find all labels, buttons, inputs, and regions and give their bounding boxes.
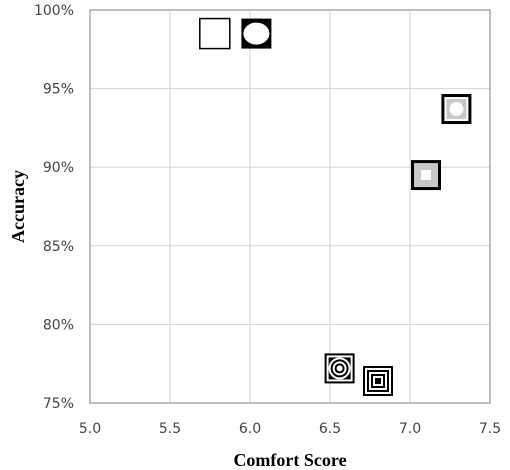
y-tick-label: 80%: [43, 317, 74, 333]
y-tick-label: 100%: [34, 3, 74, 19]
plot-frame: [89, 9, 491, 404]
data-point: [199, 17, 231, 50]
x-tick-label: 7.5: [479, 421, 501, 437]
y-axis-title: Accuracy: [8, 170, 28, 243]
y-tick-label: 75%: [43, 396, 74, 412]
y-tick-label: 90%: [43, 160, 74, 176]
data-point: [363, 365, 393, 396]
data-point: [441, 94, 472, 125]
y-tick-label: 85%: [43, 239, 74, 255]
data-points: [199, 17, 472, 396]
x-tick-label: 7.0: [399, 421, 421, 437]
data-point: [411, 160, 441, 191]
data-point: [324, 353, 355, 384]
x-tick-label: 5.5: [159, 421, 181, 437]
x-axis-title: Comfort Score: [233, 450, 346, 470]
grid: [89, 9, 491, 404]
y-tick-labels: 75% 80% 85% 90% 95% 100%: [34, 3, 74, 412]
y-tick-label: 95%: [43, 82, 74, 98]
data-point: [241, 18, 272, 49]
x-tick-label: 6.0: [239, 421, 261, 437]
x-tick-label: 6.5: [319, 421, 341, 437]
x-tick-labels: 5.0 5.5 6.0 6.5 7.0 7.5: [79, 421, 501, 437]
x-tick-label: 5.0: [79, 421, 101, 437]
